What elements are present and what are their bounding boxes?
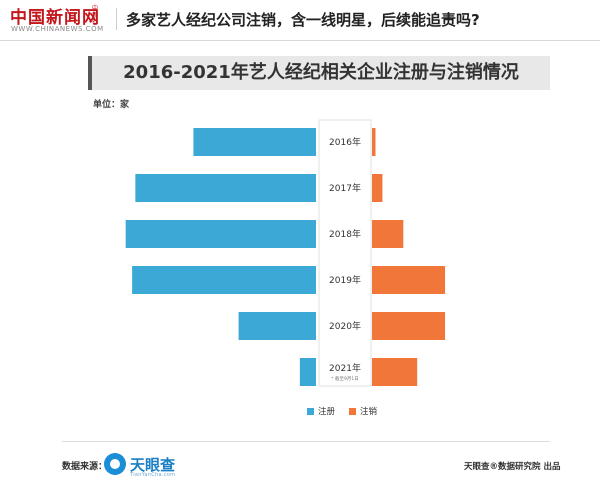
bar-cancelled-5: [372, 358, 418, 386]
chart-unit: 单位：家: [93, 100, 130, 110]
legend-swatch-cancelled: [349, 408, 356, 415]
eye-icon: [104, 453, 126, 475]
bar-cancelled-3: [372, 266, 446, 294]
bar-registered-4: [238, 312, 316, 340]
category-label-2: 2018年: [329, 228, 361, 240]
tianyancha-logo[interactable]: 天眼查 TianYanCha.com: [104, 452, 204, 482]
logo-url: WWW.CHINANEWS.COM: [11, 25, 104, 33]
bar-cancelled-1: [372, 174, 383, 202]
bar-registered-3: [132, 266, 316, 294]
category-label-3: 2019年: [329, 274, 361, 286]
category-label-1: 2017年: [329, 182, 361, 194]
bar-registered-2: [125, 220, 316, 248]
category-label-4: 2020年: [329, 320, 361, 332]
footer-divider: [62, 441, 550, 442]
butterfly-bar-chart: 2016年 2017年 2018年 2019年 2020年 2021年* 截至9月1日注册…: [125, 119, 446, 417]
logo-side-text: 中新社: [92, 5, 99, 26]
legend-label-registered: 注册: [318, 406, 336, 417]
category-label-5: 2021年: [329, 362, 361, 374]
article-title: 多家艺人经纪公司注销，含一线明星，后续能追责吗?: [126, 11, 480, 29]
credit-text: 天眼查®数据研究院 出品: [464, 462, 561, 472]
bar-cancelled-2: [372, 220, 404, 248]
category-axis-column: [318, 119, 372, 387]
bar-registered-1: [135, 174, 316, 202]
bar-cancelled-4: [372, 312, 446, 340]
bar-cancelled-0: [372, 128, 376, 156]
source-label: 数据来源：: [62, 462, 108, 472]
category-note: * 截至9月1日: [331, 375, 358, 382]
bar-registered-0: [193, 128, 316, 156]
logo-text: 中国新闻网: [10, 8, 100, 28]
header: 中国新闻网 中新社 WWW.CHINANEWS.COM 多家艺人经纪公司注销，含…: [0, 0, 600, 41]
header-divider: [116, 8, 117, 30]
chart-title: 2016-2021年艺人经纪相关企业注册与注销情况: [88, 56, 550, 90]
legend-label-cancelled: 注销: [360, 406, 378, 417]
chinanews-logo[interactable]: 中国新闻网 中新社 WWW.CHINANEWS.COM: [10, 3, 110, 37]
category-label-0: 2016年: [329, 136, 361, 148]
bar-registered-5: [299, 358, 316, 386]
brand-name: 天眼查: [130, 456, 176, 474]
brand-url: TianYanCha.com: [130, 472, 176, 478]
legend-swatch-registered: [307, 408, 314, 415]
